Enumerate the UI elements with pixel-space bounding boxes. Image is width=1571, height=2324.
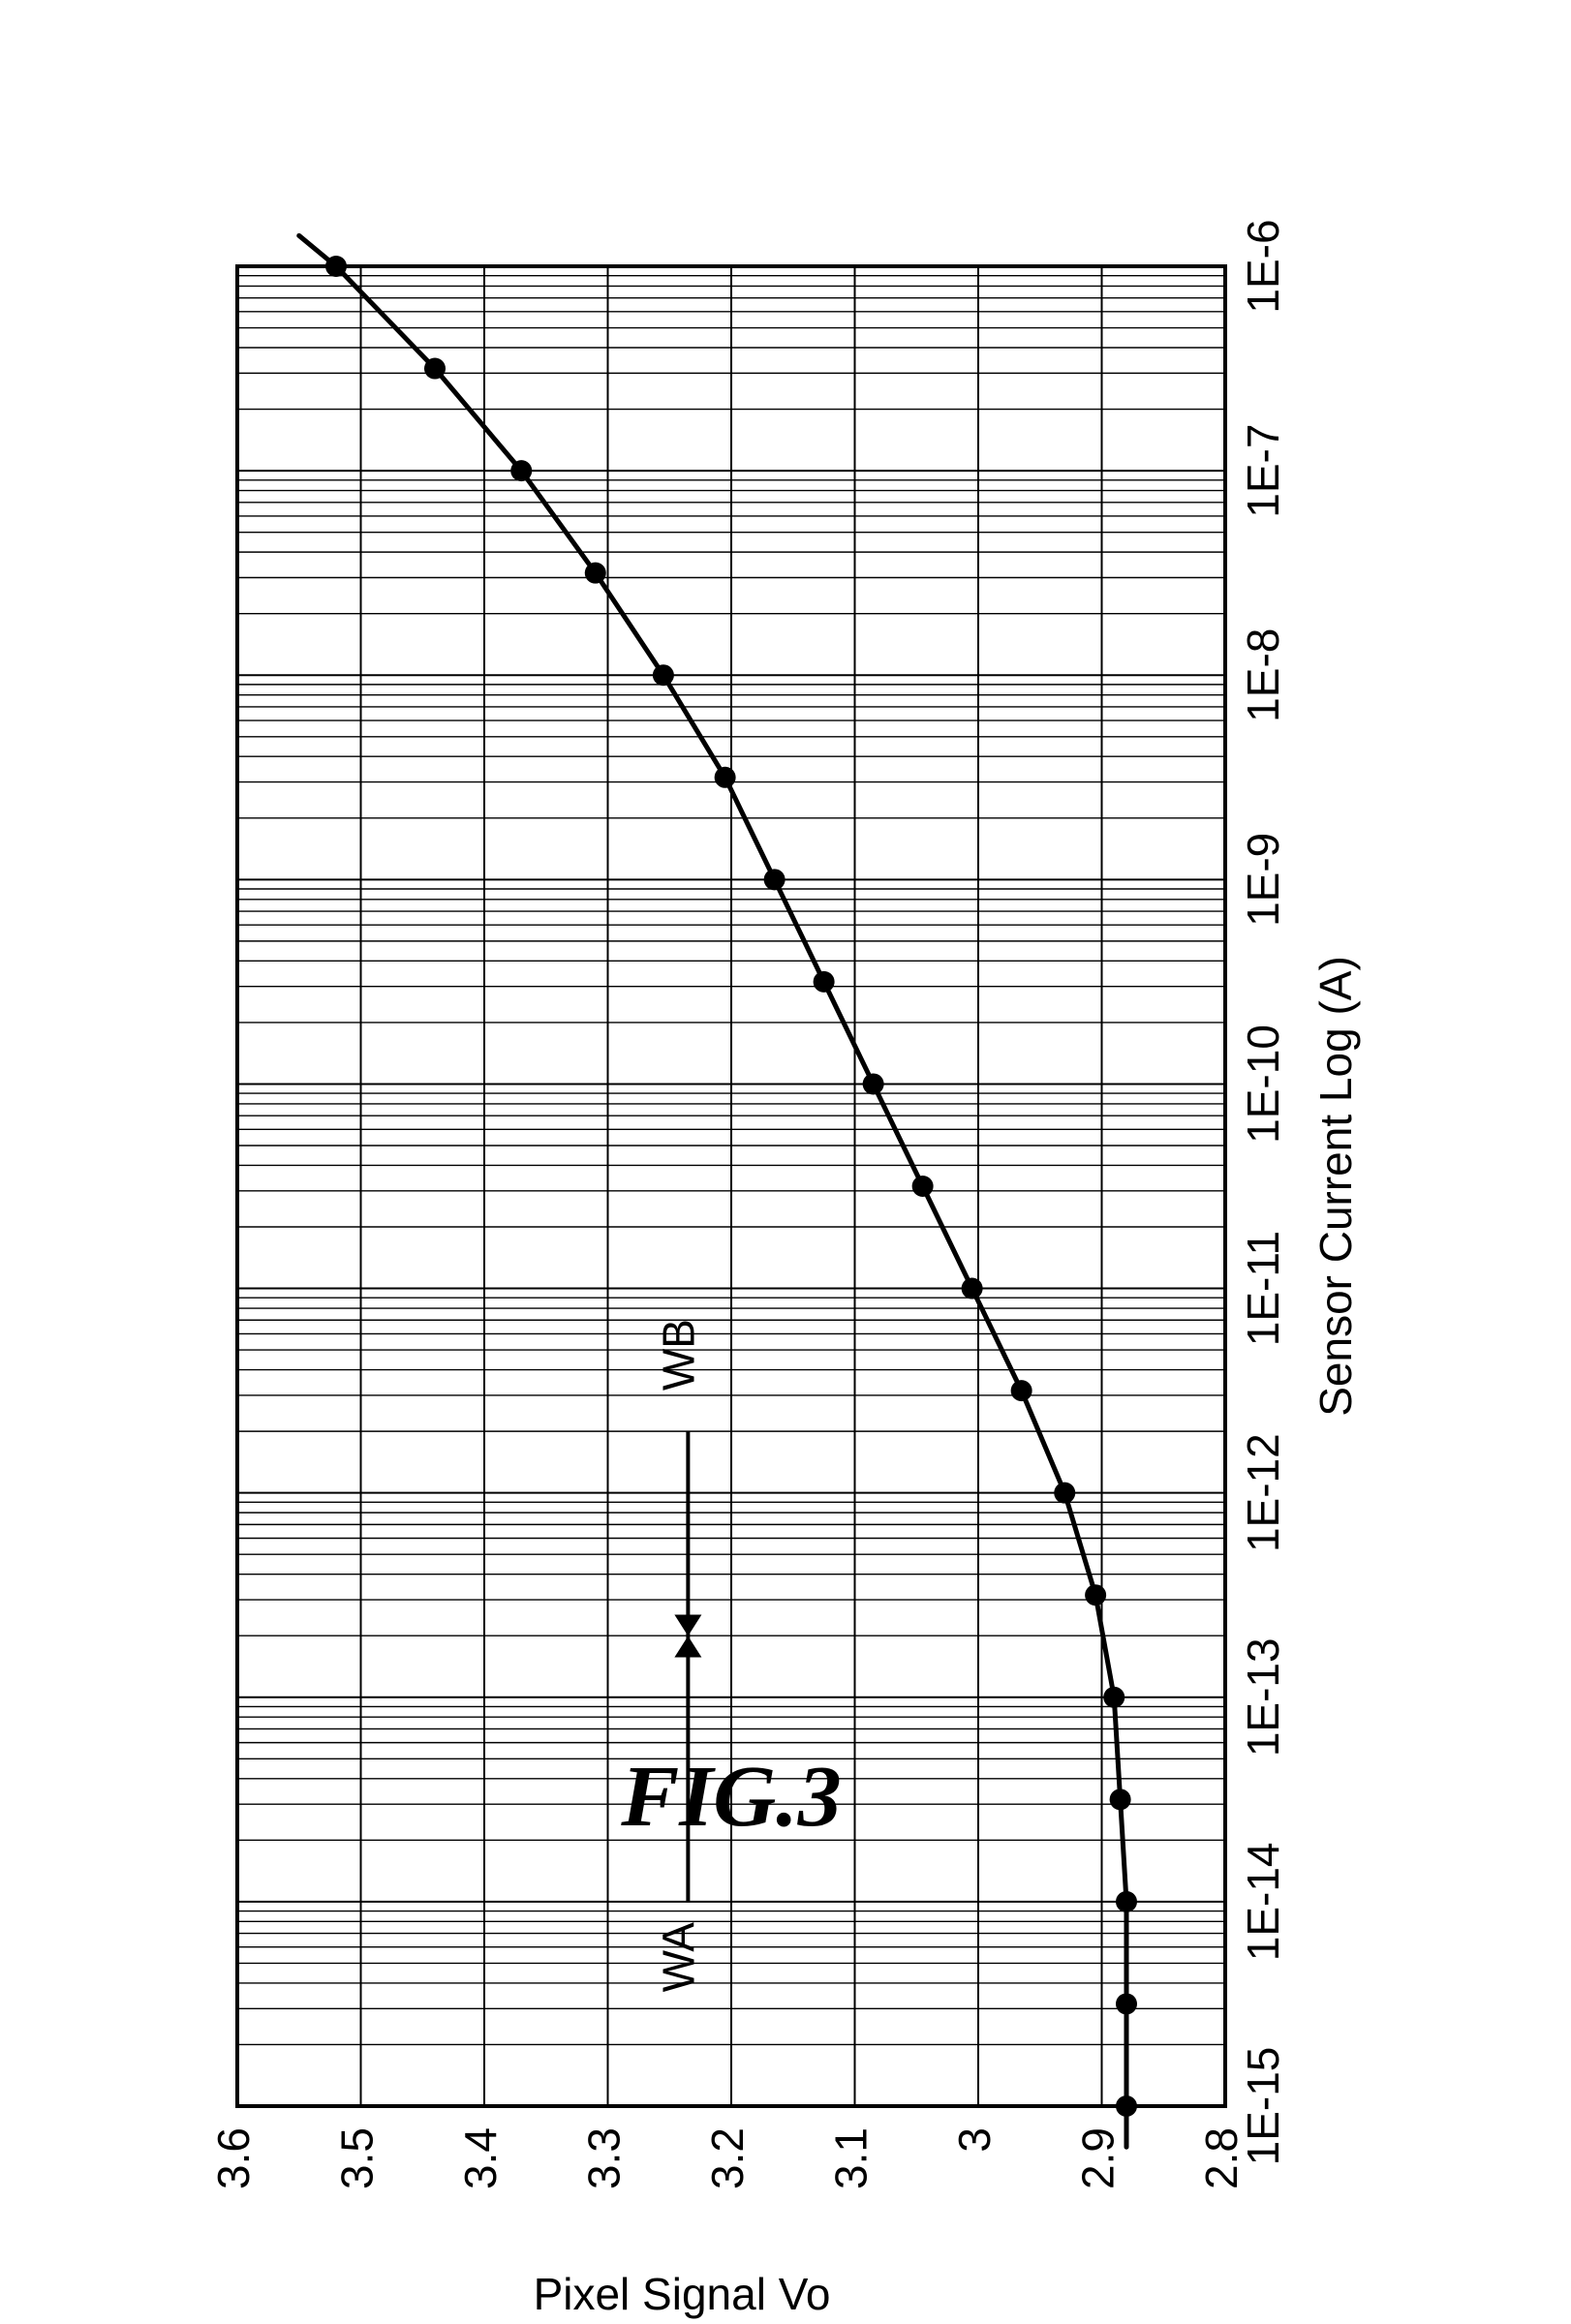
annotation-wa: WA bbox=[653, 1922, 703, 1993]
x-tick-label: 1E-11 bbox=[1238, 1231, 1288, 1346]
y-axis-label-1: Pixel Signal Vo bbox=[534, 2269, 831, 2319]
series-marker bbox=[653, 664, 674, 686]
series-marker bbox=[962, 1278, 983, 1300]
page: 2.82.933.13.23.33.43.53.61E-151E-141E-13… bbox=[0, 0, 1571, 2324]
series-marker bbox=[510, 460, 532, 481]
series-marker bbox=[424, 358, 446, 380]
series-marker bbox=[1103, 1687, 1124, 1708]
series-marker bbox=[764, 869, 786, 890]
y-tick-label: 3.5 bbox=[332, 2127, 383, 2189]
series-marker bbox=[912, 1176, 934, 1197]
series-marker bbox=[585, 563, 606, 584]
y-tick-label: 3.3 bbox=[579, 2127, 630, 2189]
series-marker bbox=[1116, 2095, 1137, 2117]
x-tick-label: 1E-7 bbox=[1238, 424, 1288, 518]
x-tick-label: 1E-9 bbox=[1238, 833, 1288, 927]
y-tick-label: 3.4 bbox=[455, 2127, 506, 2189]
x-tick-label: 1E-6 bbox=[1238, 219, 1288, 313]
y-tick-label: 3.1 bbox=[826, 2127, 877, 2189]
x-tick-label: 1E-12 bbox=[1238, 1433, 1288, 1552]
series-marker bbox=[863, 1073, 884, 1094]
y-tick-label: 3.2 bbox=[702, 2127, 753, 2189]
series-marker bbox=[1110, 1789, 1131, 1810]
series-marker bbox=[715, 767, 736, 788]
chart-svg: 2.82.933.13.23.33.43.53.61E-151E-141E-13… bbox=[0, 0, 1571, 2324]
x-tick-label: 1E-13 bbox=[1238, 1637, 1288, 1757]
x-axis-label: Sensor Current Log (A) bbox=[1310, 956, 1361, 1417]
x-tick-label: 1E-15 bbox=[1238, 2047, 1288, 2166]
y-tick-label: 3 bbox=[949, 2127, 1000, 2153]
y-tick-label: 3.6 bbox=[208, 2127, 259, 2189]
x-tick-label: 1E-10 bbox=[1238, 1024, 1288, 1144]
series-marker bbox=[1054, 1483, 1075, 1504]
series-marker bbox=[814, 971, 835, 993]
series-marker bbox=[1011, 1380, 1032, 1401]
series-marker bbox=[1085, 1584, 1106, 1605]
series-marker bbox=[325, 256, 347, 277]
series-marker bbox=[1116, 1891, 1137, 1912]
figure-title: FIG.3 bbox=[620, 1749, 842, 1845]
x-tick-label: 1E-8 bbox=[1238, 628, 1288, 722]
y-tick-label: 2.9 bbox=[1073, 2127, 1124, 2189]
x-tick-label: 1E-14 bbox=[1238, 1843, 1288, 1962]
annotation-wb: WB bbox=[653, 1319, 703, 1391]
series-marker bbox=[1116, 1993, 1137, 2014]
